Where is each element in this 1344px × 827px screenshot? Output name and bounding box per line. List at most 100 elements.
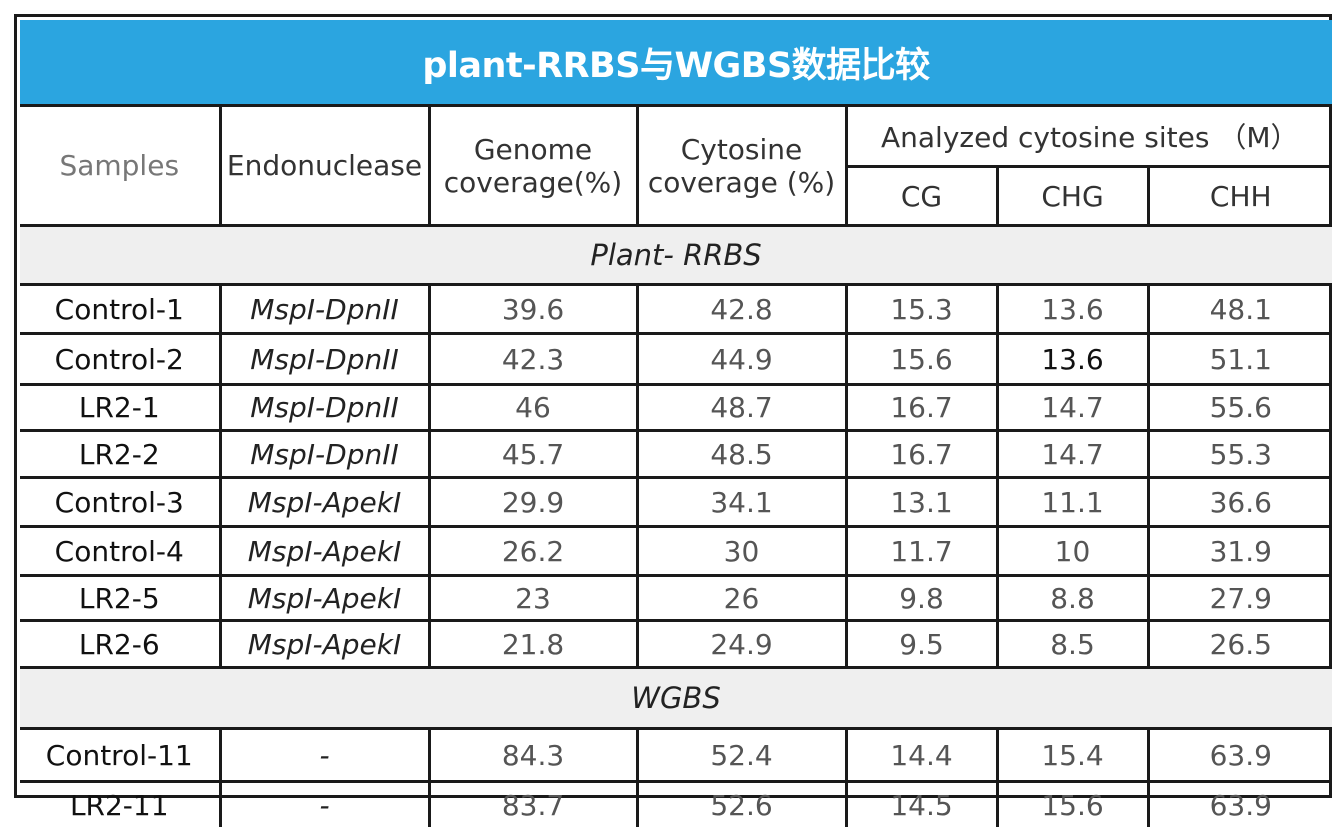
cell-cg: 14.4 xyxy=(846,729,997,782)
cell-chg: 11.1 xyxy=(997,478,1148,527)
cell-chh: 51.1 xyxy=(1148,334,1332,385)
cell-endonuclease: MspI-ApekI xyxy=(220,576,429,621)
section-label: Plant- RRBS xyxy=(20,226,1332,285)
cell-chh: 63.9 xyxy=(1148,782,1332,827)
cell-cg: 13.1 xyxy=(846,478,997,527)
cell-cytosine-coverage: 52.4 xyxy=(637,729,846,782)
cell-genome-coverage: 23 xyxy=(429,576,637,621)
header-chg: CHG xyxy=(997,167,1148,226)
cell-genome-coverage: 42.3 xyxy=(429,334,637,385)
cell-chh: 55.3 xyxy=(1148,431,1332,478)
cell-cytosine-coverage: 48.5 xyxy=(637,431,846,478)
cell-cg: 11.7 xyxy=(846,527,997,576)
cell-cytosine-coverage: 44.9 xyxy=(637,334,846,385)
cell-chg: 13.6 xyxy=(997,334,1148,385)
cell-chh: 63.9 xyxy=(1148,729,1332,782)
header-cg: CG xyxy=(846,167,997,226)
cell-chh: 27.9 xyxy=(1148,576,1332,621)
cell-sample: Control-2 xyxy=(20,334,220,385)
cell-endonuclease: MspI-ApekI xyxy=(220,527,429,576)
cell-chg: 13.6 xyxy=(997,285,1148,334)
cell-cg: 15.3 xyxy=(846,285,997,334)
cell-genome-coverage: 39.6 xyxy=(429,285,637,334)
header-analyzed-cytosine-sites: Analyzed cytosine sites （M） xyxy=(846,107,1332,167)
cell-cg: 15.6 xyxy=(846,334,997,385)
cell-genome-coverage: 46 xyxy=(429,385,637,431)
cell-sample: LR2-11 xyxy=(20,782,220,827)
comparison-table-frame: plant-RRBS与WGBS数据比较 Samples Endonuclease… xyxy=(14,14,1332,798)
cell-chh: 36.6 xyxy=(1148,478,1332,527)
cell-cytosine-coverage: 26 xyxy=(637,576,846,621)
cell-cg: 14.5 xyxy=(846,782,997,827)
cell-chh: 31.9 xyxy=(1148,527,1332,576)
cell-endonuclease: MspI-DpnII xyxy=(220,431,429,478)
cell-genome-coverage: 21.8 xyxy=(429,621,637,668)
cell-endonuclease: MspI-DpnII xyxy=(220,334,429,385)
cell-genome-coverage: 26.2 xyxy=(429,527,637,576)
header-samples: Samples xyxy=(20,107,220,226)
section-label: WGBS xyxy=(20,668,1332,729)
cell-chh: 48.1 xyxy=(1148,285,1332,334)
cell-cytosine-coverage: 30 xyxy=(637,527,846,576)
cell-cg: 16.7 xyxy=(846,385,997,431)
cell-cytosine-coverage: 34.1 xyxy=(637,478,846,527)
section-row: WGBS xyxy=(20,668,1332,729)
cell-genome-coverage: 84.3 xyxy=(429,729,637,782)
cell-endonuclease: - xyxy=(220,782,429,827)
cell-chg: 14.7 xyxy=(997,385,1148,431)
cell-endonuclease: MspI-DpnII xyxy=(220,385,429,431)
cell-chg: 14.7 xyxy=(997,431,1148,478)
header-genome-coverage-line1: Genome xyxy=(431,133,636,166)
cell-cytosine-coverage: 42.8 xyxy=(637,285,846,334)
cell-chg: 15.6 xyxy=(997,782,1148,827)
cell-endonuclease: MspI-ApekI xyxy=(220,478,429,527)
cell-sample: LR2-1 xyxy=(20,385,220,431)
cell-genome-coverage: 83.7 xyxy=(429,782,637,827)
cell-endonuclease: MspI-ApekI xyxy=(220,621,429,668)
table-title-bar: plant-RRBS与WGBS数据比较 xyxy=(20,20,1332,107)
cell-cytosine-coverage: 24.9 xyxy=(637,621,846,668)
comparison-table: Samples Endonuclease Genome coverage(%) … xyxy=(20,107,1332,827)
cell-genome-coverage: 29.9 xyxy=(429,478,637,527)
cell-chg: 10 xyxy=(997,527,1148,576)
cell-cg: 9.8 xyxy=(846,576,997,621)
cell-cytosine-coverage: 52.6 xyxy=(637,782,846,827)
cell-sample: Control-11 xyxy=(20,729,220,782)
header-chh: CHH xyxy=(1148,167,1332,226)
cell-endonuclease: - xyxy=(220,729,429,782)
cell-chh: 26.5 xyxy=(1148,621,1332,668)
header-cytosine-coverage-line2: coverage (%) xyxy=(639,166,845,199)
cell-sample: Control-3 xyxy=(20,478,220,527)
header-endonuclease: Endonuclease xyxy=(220,107,429,226)
section-row: Plant- RRBS xyxy=(20,226,1332,285)
cell-chg: 8.5 xyxy=(997,621,1148,668)
cell-cytosine-coverage: 48.7 xyxy=(637,385,846,431)
cell-sample: LR2-2 xyxy=(20,431,220,478)
cell-sample: LR2-6 xyxy=(20,621,220,668)
cell-chg: 15.4 xyxy=(997,729,1148,782)
cell-cg: 9.5 xyxy=(846,621,997,668)
cell-chh: 55.6 xyxy=(1148,385,1332,431)
header-genome-coverage: Genome coverage(%) xyxy=(429,107,637,226)
cell-cg: 16.7 xyxy=(846,431,997,478)
cell-genome-coverage: 45.7 xyxy=(429,431,637,478)
cell-sample: Control-1 xyxy=(20,285,220,334)
header-cytosine-coverage: Cytosine coverage (%) xyxy=(637,107,846,226)
header-cytosine-coverage-line1: Cytosine xyxy=(639,133,845,166)
cell-endonuclease: MspI-DpnII xyxy=(220,285,429,334)
cell-chg: 8.8 xyxy=(997,576,1148,621)
cell-sample: Control-4 xyxy=(20,527,220,576)
cell-sample: LR2-5 xyxy=(20,576,220,621)
header-genome-coverage-line2: coverage(%) xyxy=(431,166,636,199)
